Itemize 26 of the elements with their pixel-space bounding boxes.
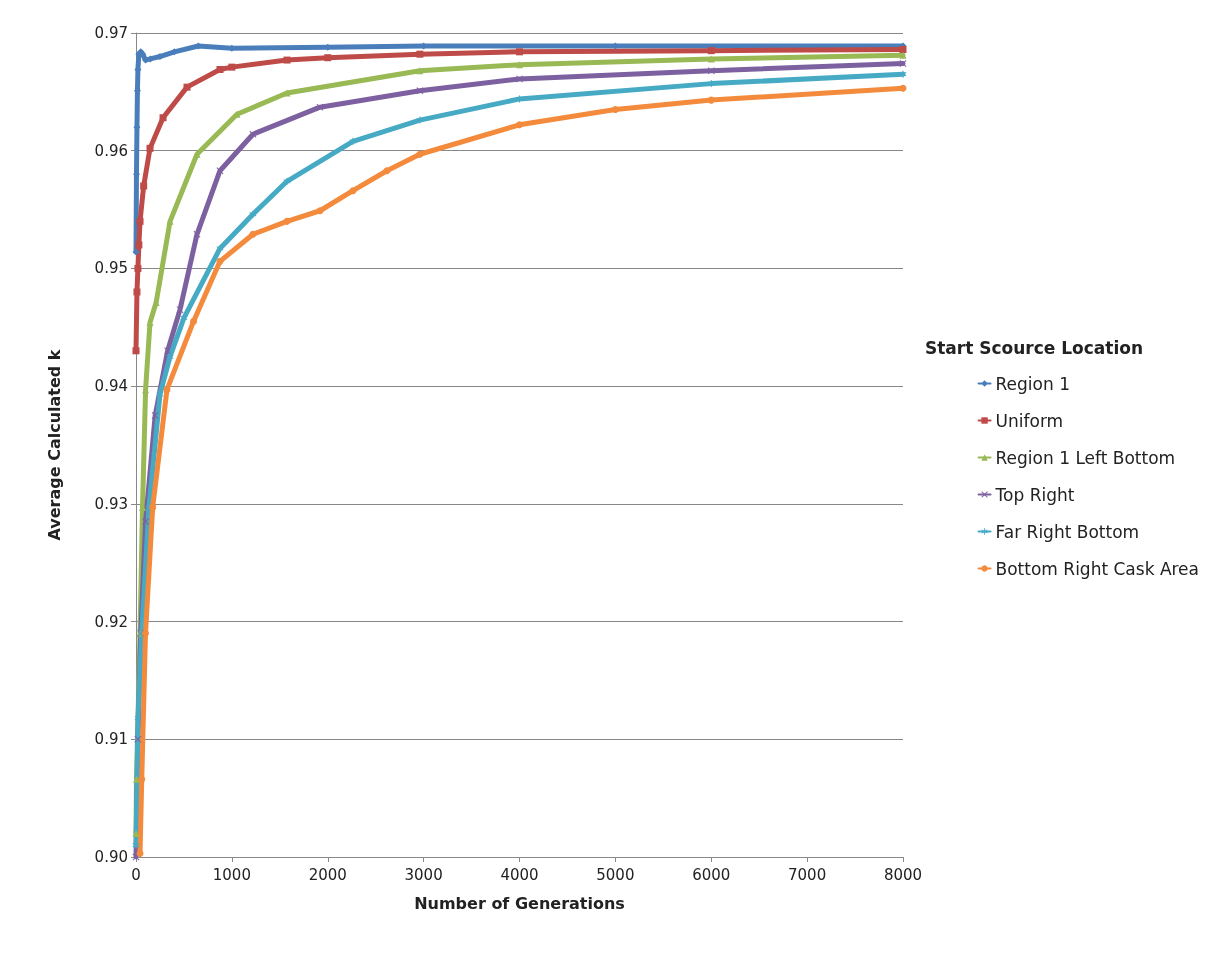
- x-tick-label: 8000: [883, 865, 923, 884]
- legend-label: Top Right: [994, 484, 1075, 505]
- x-axis-title: Number of Generations: [414, 893, 625, 913]
- x-tick-label: 5000: [596, 865, 635, 884]
- legend-title: Start Scource Location: [924, 337, 1143, 358]
- legend-label: Uniform: [995, 410, 1064, 431]
- y-tick-label: 0.94: [94, 377, 128, 396]
- y-tick-label: 0.96: [94, 141, 128, 160]
- x-tick-label: 6000: [692, 865, 731, 884]
- y-tick-label: 0.91: [94, 730, 128, 749]
- x-tick-label: 1000: [212, 865, 251, 884]
- x-tick-label: 4000: [500, 865, 539, 884]
- legend-label: Region 1: [995, 373, 1070, 394]
- y-tick-label: 0.90: [94, 848, 128, 866]
- legend-label: Region 1 Left Bottom: [995, 447, 1176, 468]
- y-tick-label: 0.95: [94, 259, 128, 278]
- x-tick-label: 2000: [308, 865, 347, 884]
- y-axis-title: Average Calculated k: [44, 349, 64, 541]
- legend-label: Bottom Right Cask Area: [995, 558, 1200, 579]
- x-tick-label: 0: [131, 865, 141, 884]
- x-tick-label: 3000: [404, 865, 443, 884]
- x-tick-label: 7000: [788, 865, 827, 884]
- legend-label: Far Right Bottom: [995, 521, 1140, 542]
- y-tick-label: 0.97: [94, 24, 128, 42]
- y-tick-label: 0.92: [94, 612, 128, 631]
- y-tick-label: 0.93: [94, 494, 128, 513]
